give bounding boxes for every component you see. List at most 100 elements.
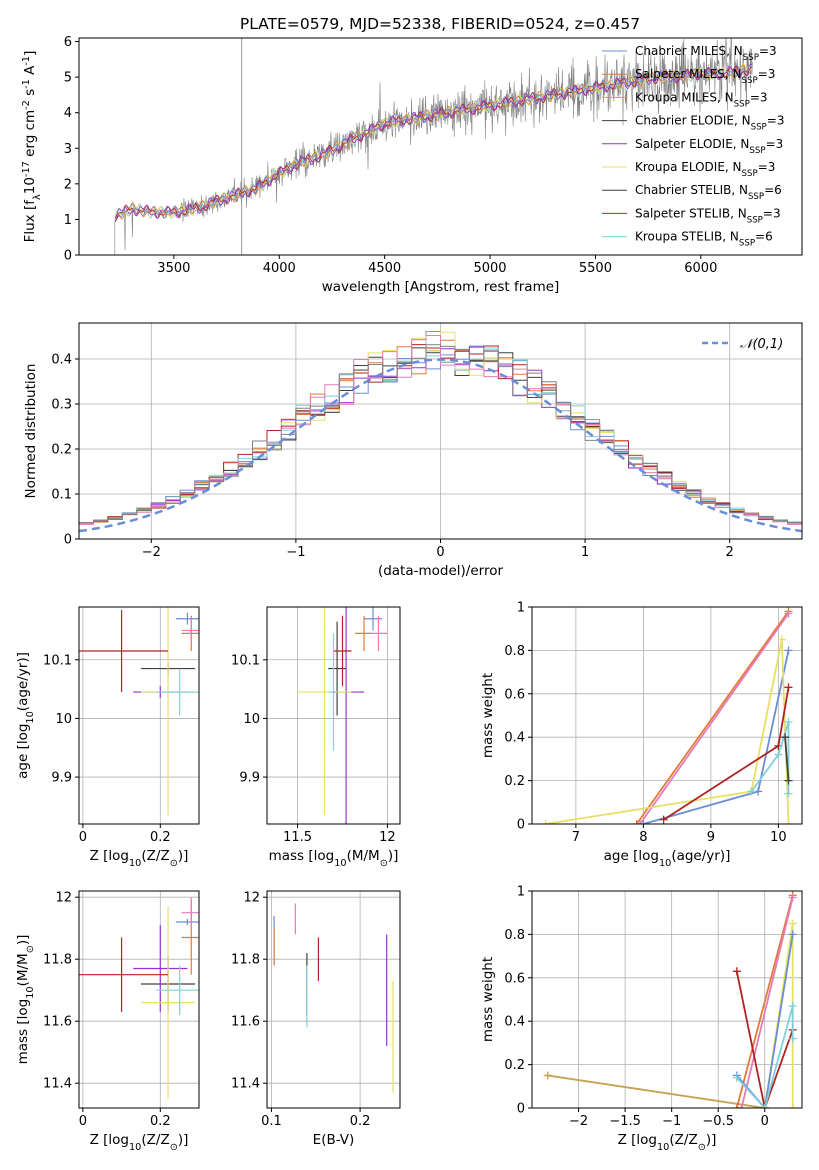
weight-marker	[760, 1104, 769, 1108]
normal-curve	[79, 358, 802, 533]
weight-marker	[754, 787, 763, 796]
x-axis-label: E(B-V)	[313, 1132, 355, 1148]
weight-marker	[774, 750, 783, 759]
weight-marker	[784, 609, 793, 618]
axes-frame	[531, 606, 803, 825]
weight-marker	[636, 820, 644, 824]
x-tick-label: 5500	[579, 261, 612, 276]
plot-area	[543, 891, 797, 1108]
y-tick-label: 11.4	[43, 1077, 72, 1092]
x-tick-label: 0	[436, 545, 444, 560]
plot-area	[297, 607, 388, 824]
y-tick-label: 0	[64, 249, 72, 264]
histogram-series	[79, 344, 802, 524]
weight-marker	[784, 646, 793, 655]
x-tick-label: 5000	[473, 261, 506, 276]
y-tick-label: 11.6	[43, 1015, 72, 1030]
weight-marker	[632, 820, 641, 824]
y-tick-label: 0.2	[504, 1058, 525, 1073]
axes-mass_vs_Z: 0 0.2 11.4 11.6 11.8 12 Z [log10(Z/Z⊙)] mass [l…	[15, 890, 200, 1153]
y-tick-label: 9.9	[239, 771, 260, 786]
weight-marker	[788, 1104, 797, 1108]
y-tick-label: 0.8	[504, 644, 525, 659]
y-tick-label: 10	[243, 712, 260, 727]
y-tick-label: 12	[243, 891, 260, 906]
x-tick-label: −1.5	[609, 1114, 641, 1129]
model-spectrum	[115, 64, 752, 222]
y-tick-label: 5	[64, 71, 72, 86]
legend-entry: Chabrier STELIB, NSSP=6	[635, 183, 782, 202]
y-tick-label: 1	[64, 213, 72, 228]
weight-marker	[781, 733, 790, 742]
x-tick-label: 0	[79, 1114, 87, 1129]
axes-frame	[266, 606, 401, 825]
x-tick-label: 10	[770, 830, 787, 845]
y-tick-label: 11.8	[231, 953, 260, 968]
y-axis-label: Normed distribution	[23, 364, 39, 499]
y-tick-label: 10.1	[43, 653, 72, 668]
weight-marker	[732, 1073, 741, 1082]
weight-marker	[541, 820, 550, 824]
plot-area	[114, 38, 753, 255]
plot-area	[541, 607, 793, 824]
x-axis-label: (data-model)/error	[378, 563, 504, 579]
y-tick-label: 0.3	[51, 398, 72, 413]
y-tick-label: 1	[517, 601, 525, 616]
weight-series	[635, 610, 790, 824]
y-tick-label: 11.6	[231, 1015, 260, 1030]
x-axis-label: Z [log10(Z/Z⊙)]	[618, 1132, 717, 1153]
x-tick-label: 0.2	[150, 1114, 171, 1129]
weight-series	[784, 737, 790, 781]
axes-weight_vs_Z: −2 −1.5 −1 −0.5 0 0 0.2 0.4 0.6 0.8 1 Z [log10(Z/Z⊙…	[480, 885, 803, 1153]
weight-marker	[788, 919, 797, 928]
x-tick-label: 8	[639, 830, 647, 845]
weight-series	[736, 1005, 794, 1108]
weight-marker	[784, 820, 793, 824]
weight-series	[545, 639, 790, 824]
y-tick-label: 1	[517, 885, 525, 900]
weight-series	[735, 971, 794, 1108]
x-tick-label: 0	[761, 1114, 769, 1129]
weight-marker	[639, 820, 648, 824]
weight-marker	[543, 1071, 552, 1080]
y-tick-label: 0.6	[504, 687, 525, 702]
model-spectrum	[114, 63, 753, 220]
model-spectrum	[115, 63, 753, 219]
y-tick-label: 4	[64, 106, 72, 121]
y-tick-label: 0.2	[504, 774, 525, 789]
y-axis-label: Flux [fλ10-17 erg cm-2 s-1 A-1]	[21, 51, 43, 243]
x-tick-label: 0	[79, 830, 87, 845]
weight-marker	[784, 789, 793, 798]
axes-frame	[266, 890, 401, 1109]
plot-area	[79, 331, 802, 533]
x-tick-label: 0.1	[261, 1114, 282, 1129]
y-tick-label: 0.8	[504, 928, 525, 943]
weight-series	[750, 721, 790, 794]
axes-frame	[531, 890, 803, 1109]
weight-series	[547, 1074, 765, 1108]
y-tick-label: 0.4	[504, 1015, 525, 1030]
weight-marker	[788, 893, 797, 902]
y-axis-label: mass weight	[480, 673, 496, 758]
x-axis-label: Z [log10(Z/Z⊙)]	[90, 848, 189, 869]
y-axis-label: age [log10(age/yr)]	[15, 652, 36, 779]
y-tick-label: 0	[64, 533, 72, 548]
weight-series	[736, 934, 794, 1108]
y-tick-label: 0.4	[504, 731, 525, 746]
x-tick-label: 4000	[263, 261, 296, 276]
x-tick-label: −1	[286, 545, 305, 560]
legend-entry: Salpeter ELODIE, NSSP=3	[635, 137, 783, 156]
plot-area	[273, 903, 394, 1093]
y-tick-label: 0	[517, 818, 525, 833]
legend-entry: Chabrier ELODIE, NSSP=3	[635, 114, 784, 133]
weight-marker	[777, 635, 786, 644]
y-axis-label: mass weight	[480, 957, 496, 1042]
y-tick-label: 0.2	[51, 443, 72, 458]
axes-weight_vs_age: 7 8 9 10 0 0.2 0.4 0.6 0.8 1 age [log10(age/yr)] ma…	[480, 601, 803, 869]
weight-series	[735, 895, 794, 1108]
x-axis-label: mass [log10(M/M⊙)]	[269, 848, 399, 869]
x-tick-label: 0.2	[150, 830, 171, 845]
y-tick-label: 0	[517, 1102, 525, 1117]
legend-entry: 𝒩(0,1)	[740, 337, 783, 352]
y-tick-label: 10	[55, 712, 72, 727]
